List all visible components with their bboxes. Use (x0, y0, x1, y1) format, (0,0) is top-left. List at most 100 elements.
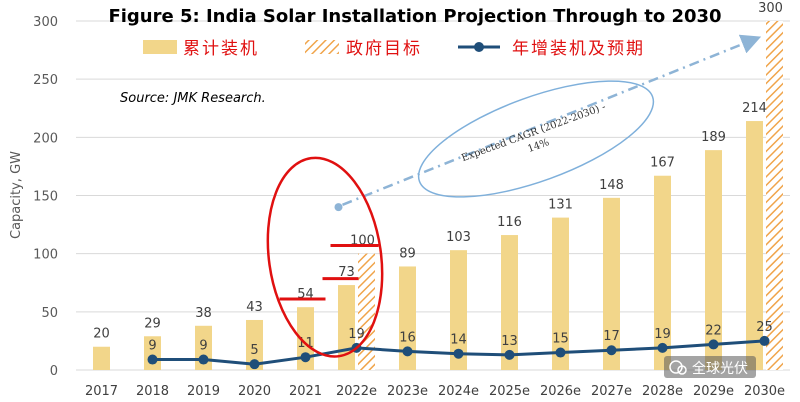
y-tick-label-150: 150 (33, 190, 58, 205)
bar-cumulative-2024e (450, 250, 467, 370)
legend-swatch-cumulative (143, 40, 177, 54)
data-label-cumulative-2028e: 167 (650, 156, 675, 171)
x-axis-ticks: 2017 2018 2019 2020 2021 2022e 2023e 2024e 2025e… (85, 384, 785, 399)
x-tick-label-2018: 2018 (136, 384, 169, 399)
bar-cumulative-2017 (93, 346, 110, 370)
data-label-annual-2029e: 22 (705, 323, 722, 338)
data-label-cumulative-2029e: 189 (701, 130, 726, 145)
data-label-cumulative-2026e: 131 (548, 198, 573, 213)
x-tick-label-2021: 2021 (289, 384, 322, 399)
y-tick-label-50: 50 (41, 306, 58, 321)
legend-item-annual: 年增装机及预期 (458, 39, 645, 59)
point-annual-2018 (147, 354, 158, 365)
data-label-annual-2023e: 16 (399, 330, 416, 345)
point-annual-2029e (708, 339, 719, 350)
legend-label-target: 政府目标 (346, 39, 422, 59)
x-tick-label-2030e: 2030e (744, 384, 785, 399)
bar-layer (93, 21, 783, 371)
y-axis-ticks: 0 50 100 150 200 250 300 (33, 15, 58, 379)
legend-label-annual: 年增装机及预期 (512, 39, 645, 59)
y-tick-label-200: 200 (33, 131, 58, 146)
data-label-target-2030e: 300 (758, 1, 783, 16)
data-label-annual-2024e: 14 (450, 333, 467, 348)
data-label-annual-2018: 9 (148, 339, 156, 354)
data-label-annual-2022e: 19 (348, 327, 365, 342)
watermark-bg (664, 356, 756, 378)
bar-cumulative-2023e (399, 266, 416, 370)
data-label-annual-2030e: 25 (756, 320, 773, 335)
data-label-cumulative-2023e: 89 (399, 246, 416, 261)
bar-cumulative-2027e (603, 197, 620, 370)
data-label-cumulative-2022e: 73 (338, 265, 355, 280)
cagr-text-line1: Expected CAGR (2022-2030) - (460, 102, 607, 165)
line-layer (147, 335, 770, 370)
grid-layer (76, 20, 790, 371)
bar-cumulative-2026e (552, 217, 569, 370)
bar-cumulative-2030e (746, 121, 763, 371)
y-tick-label-250: 250 (33, 73, 58, 88)
y-tick-label-0: 0 (50, 364, 58, 379)
x-tick-label-2017: 2017 (85, 384, 118, 399)
data-label-cumulative-2017: 20 (93, 327, 110, 342)
bar-target-2030e (766, 21, 783, 370)
chart-title: Figure 5: India Solar Installation Proje… (108, 6, 721, 27)
cagr-ellipse (417, 80, 655, 198)
y-tick-label-300: 300 (33, 15, 58, 30)
x-tick-label-2019: 2019 (187, 384, 220, 399)
bar-target-2022e (358, 253, 375, 370)
x-tick-label-2023e: 2023e (387, 384, 428, 399)
point-annual-2026e (555, 347, 566, 358)
data-label-annual-2019: 9 (199, 339, 207, 354)
point-annual-2020 (249, 359, 260, 370)
data-label-cumulative-2024e: 103 (446, 230, 471, 245)
y-axis-title: Capacity, GW (9, 151, 24, 239)
data-label-cumulative-2025e: 116 (497, 215, 522, 230)
cagr-arrow-start (334, 203, 343, 212)
x-tick-label-2024e: 2024e (438, 384, 479, 399)
point-annual-2028e (657, 342, 668, 353)
data-label-annual-2027e: 17 (603, 329, 620, 344)
point-annual-2024e (453, 348, 464, 359)
point-annual-2027e (606, 345, 617, 356)
point-annual-2030e (759, 335, 770, 346)
data-label-annual-2026e: 15 (552, 332, 569, 347)
x-tick-label-2025e: 2025e (489, 384, 530, 399)
x-tick-label-2029e: 2029e (693, 384, 734, 399)
data-label-cumulative-2020: 43 (246, 300, 263, 315)
data-label-cumulative-2027e: 148 (599, 178, 624, 193)
bar-cumulative-2020 (246, 319, 263, 370)
bar-cumulative-2021 (297, 307, 314, 370)
bar-cumulative-2028e (654, 175, 671, 370)
cagr-arrow (342, 34, 762, 206)
data-label-annual-2025e: 13 (501, 334, 518, 349)
point-annual-2023e (402, 346, 413, 357)
legend-item-cumulative: 累计装机 (143, 39, 259, 59)
data-label-cumulative-2019: 38 (195, 306, 212, 321)
x-tick-label-2022e: 2022e (336, 384, 377, 399)
bar-cumulative-2025e (501, 235, 518, 370)
point-annual-2021 (300, 352, 311, 363)
wechat-icon (669, 360, 687, 375)
data-label-annual-2020: 5 (250, 343, 258, 358)
highlight-ellipse (266, 156, 384, 358)
legend-swatch-target (305, 40, 339, 54)
data-label-cumulative-2030e: 214 (742, 101, 767, 116)
x-tick-label-2020: 2020 (238, 384, 271, 399)
point-annual-2019 (198, 354, 209, 365)
watermark-text: 全球光伏 (692, 360, 748, 377)
source-note: Source: JMK Research. (120, 91, 266, 106)
legend-label-cumulative: 累计装机 (183, 39, 259, 59)
data-label-cumulative-2018: 29 (144, 316, 161, 331)
x-tick-label-2026e: 2026e (540, 384, 581, 399)
legend-item-target: 政府目标 (305, 39, 422, 59)
legend-swatch-annual-marker (474, 42, 484, 52)
point-annual-2025e (504, 349, 515, 360)
watermark: 全球光伏 (664, 356, 756, 378)
bar-cumulative-2029e (705, 150, 722, 370)
x-tick-label-2028e: 2028e (642, 384, 683, 399)
x-tick-label-2027e: 2027e (591, 384, 632, 399)
data-label-annual-2028e: 19 (654, 327, 671, 342)
legend: 累计装机 政府目标 年增装机及预期 (143, 39, 645, 59)
